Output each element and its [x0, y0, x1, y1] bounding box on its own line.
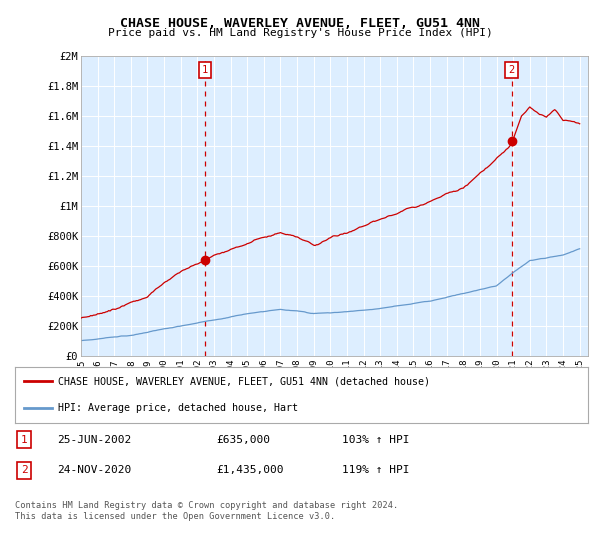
Text: 25-JUN-2002: 25-JUN-2002 — [57, 435, 131, 445]
Text: 2: 2 — [20, 465, 28, 475]
Text: £635,000: £635,000 — [216, 435, 270, 445]
Text: HPI: Average price, detached house, Hart: HPI: Average price, detached house, Hart — [58, 403, 298, 413]
Text: 119% ↑ HPI: 119% ↑ HPI — [342, 465, 409, 475]
Text: 1: 1 — [202, 65, 208, 75]
Text: £1,435,000: £1,435,000 — [216, 465, 284, 475]
Text: Price paid vs. HM Land Registry's House Price Index (HPI): Price paid vs. HM Land Registry's House … — [107, 28, 493, 38]
Text: 24-NOV-2020: 24-NOV-2020 — [57, 465, 131, 475]
Text: 2: 2 — [508, 65, 515, 75]
Text: 1: 1 — [20, 435, 28, 445]
Text: Contains HM Land Registry data © Crown copyright and database right 2024.
This d: Contains HM Land Registry data © Crown c… — [15, 501, 398, 521]
Text: CHASE HOUSE, WAVERLEY AVENUE, FLEET, GU51 4NN (detached house): CHASE HOUSE, WAVERLEY AVENUE, FLEET, GU5… — [58, 376, 430, 386]
Text: CHASE HOUSE, WAVERLEY AVENUE, FLEET, GU51 4NN: CHASE HOUSE, WAVERLEY AVENUE, FLEET, GU5… — [120, 17, 480, 30]
Text: 103% ↑ HPI: 103% ↑ HPI — [342, 435, 409, 445]
